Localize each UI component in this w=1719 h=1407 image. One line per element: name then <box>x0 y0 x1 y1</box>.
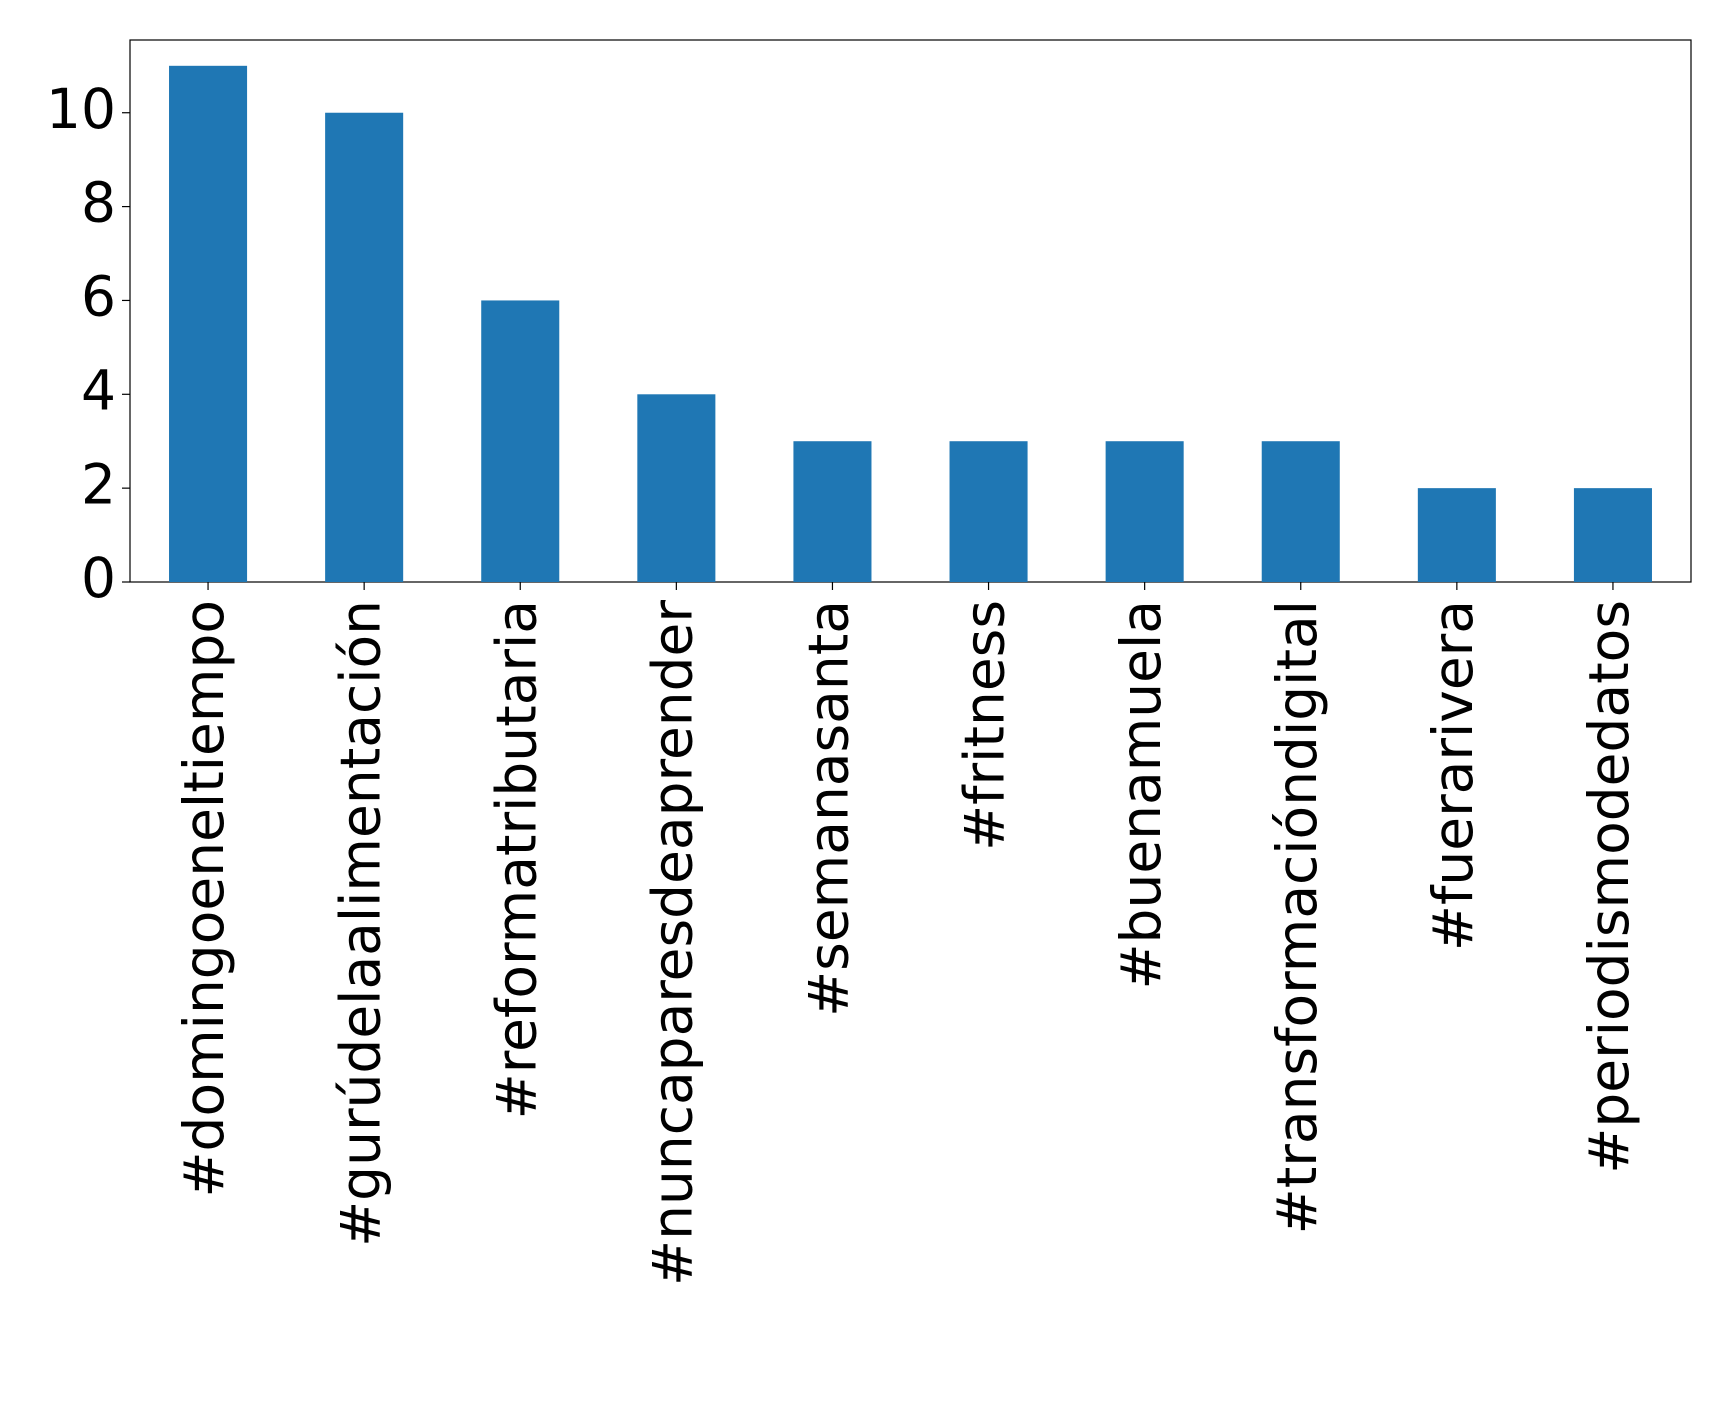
y-tick-label: 10 <box>46 77 116 141</box>
x-tick-label: #transformacióndigital <box>1265 600 1329 1234</box>
x-tick-label: #semanasanta <box>797 600 861 1017</box>
bar <box>1105 441 1184 582</box>
bar <box>1573 488 1652 582</box>
x-tick-label: #fritness <box>953 600 1017 851</box>
x-tick-label: #fuerarivera <box>1421 600 1485 951</box>
y-tick-label: 8 <box>81 171 116 235</box>
bar <box>481 300 560 582</box>
bar <box>325 112 404 582</box>
x-tick-label: #gurúdelaalimentación <box>328 600 392 1247</box>
x-tick-label: #domingoeneltiempo <box>172 600 236 1198</box>
x-tick-label: #nuncaparesdeaprender <box>640 600 704 1286</box>
x-tick-label: #reformatributaria <box>484 600 548 1119</box>
bar <box>949 441 1028 582</box>
plot-frame <box>129 39 1692 583</box>
x-tick-label: #buenamuela <box>1109 600 1173 990</box>
bar <box>637 394 716 582</box>
y-tick-label: 4 <box>81 358 116 422</box>
x-tick-label: #periodismodedatos <box>1577 600 1641 1174</box>
bar <box>1417 488 1496 582</box>
bar <box>793 441 872 582</box>
y-tick-label: 0 <box>81 546 116 610</box>
bar <box>1261 441 1340 582</box>
bar <box>169 65 248 583</box>
y-tick-label: 6 <box>81 265 116 329</box>
y-tick-label: 2 <box>81 452 116 516</box>
